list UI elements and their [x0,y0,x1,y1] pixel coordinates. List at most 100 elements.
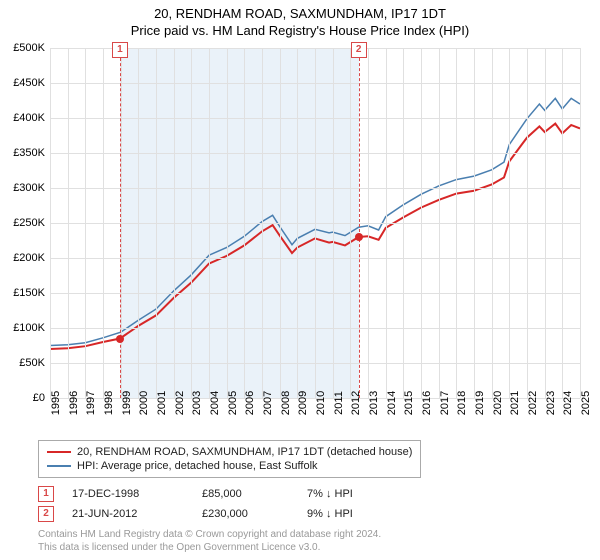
chart-title-line2: Price paid vs. HM Land Registry's House … [0,21,600,38]
x-tick-label: 2007 [262,391,274,415]
grid-v [138,48,139,398]
chart-title-line1: 20, RENDHAM ROAD, SAXMUNDHAM, IP17 1DT [0,0,600,21]
legend-row: HPI: Average price, detached house, East… [47,459,412,473]
y-tick-label: £0 [0,392,45,404]
grid-v [545,48,546,398]
grid-v [244,48,245,398]
grid-v [227,48,228,398]
grid-v [509,48,510,398]
sale-price: £230,000 [202,508,307,520]
grid-v [368,48,369,398]
grid-v [333,48,334,398]
x-tick-label: 2010 [315,391,327,415]
grid-v [580,48,581,398]
marker-dash-line [359,48,360,398]
x-tick-label: 2019 [474,391,486,415]
y-tick-label: £200K [0,252,45,264]
chart-plot-area: £0£50K£100K£150K£200K£250K£300K£350K£400… [50,48,580,399]
y-tick-label: £100K [0,322,45,334]
grid-v [174,48,175,398]
x-tick-label: 2025 [580,391,592,415]
x-tick-label: 2002 [174,391,186,415]
x-tick-label: 2020 [492,391,504,415]
grid-v [85,48,86,398]
sale-vs-hpi: 9% ↓ HPI [307,508,387,520]
grid-v [421,48,422,398]
y-tick-label: £300K [0,182,45,194]
x-tick-label: 2011 [333,391,345,415]
sale-vs-hpi: 7% ↓ HPI [307,488,387,500]
row-marker-icon: 1 [38,486,54,502]
footer-line1: Contains HM Land Registry data © Crown c… [38,528,381,541]
grid-v [297,48,298,398]
grid-v [474,48,475,398]
x-tick-label: 2004 [209,391,221,415]
legend-row: 20, RENDHAM ROAD, SAXMUNDHAM, IP17 1DT (… [47,445,412,459]
legend: 20, RENDHAM ROAD, SAXMUNDHAM, IP17 1DT (… [38,440,421,478]
sale-price: £85,000 [202,488,307,500]
x-tick-label: 2021 [509,391,521,415]
grid-v [350,48,351,398]
grid-v [562,48,563,398]
grid-v [191,48,192,398]
sale-dot-icon [355,233,363,241]
grid-v [456,48,457,398]
row-marker-icon: 2 [38,506,54,522]
x-tick-label: 1999 [121,391,133,415]
grid-v [527,48,528,398]
grid-v [403,48,404,398]
x-tick-label: 1995 [50,391,62,415]
grid-v [262,48,263,398]
x-tick-label: 2008 [280,391,292,415]
y-tick-label: £150K [0,287,45,299]
marker-dash-line [120,48,121,398]
x-tick-label: 2018 [456,391,468,415]
legend-label: 20, RENDHAM ROAD, SAXMUNDHAM, IP17 1DT (… [77,446,412,458]
legend-label: HPI: Average price, detached house, East… [77,460,318,472]
grid-v [209,48,210,398]
legend-swatch-blue [47,465,71,467]
footer-attribution: Contains HM Land Registry data © Crown c… [38,528,381,554]
x-tick-label: 2001 [156,391,168,415]
sale-dot-icon [116,335,124,343]
x-tick-label: 1997 [85,391,97,415]
x-tick-label: 2006 [244,391,256,415]
grid-v [156,48,157,398]
x-tick-label: 2017 [439,391,451,415]
grid-v [68,48,69,398]
x-tick-label: 2014 [386,391,398,415]
footer-line2: This data is licensed under the Open Gov… [38,541,381,554]
y-tick-label: £350K [0,147,45,159]
y-tick-label: £400K [0,112,45,124]
x-tick-label: 2013 [368,391,380,415]
x-tick-label: 2000 [138,391,150,415]
table-row: 1 17-DEC-1998 £85,000 7% ↓ HPI [38,484,387,504]
grid-v [103,48,104,398]
x-tick-label: 2015 [403,391,415,415]
x-tick-label: 1998 [103,391,115,415]
sale-date: 21-JUN-2012 [72,508,202,520]
grid-v [50,48,51,398]
y-tick-label: £250K [0,217,45,229]
table-row: 2 21-JUN-2012 £230,000 9% ↓ HPI [38,504,387,524]
grid-v [315,48,316,398]
marker-box-icon: 1 [112,42,128,58]
x-tick-label: 2024 [562,391,574,415]
grid-v [386,48,387,398]
x-tick-label: 2003 [191,391,203,415]
x-tick-label: 2009 [297,391,309,415]
y-tick-label: £450K [0,77,45,89]
grid-v [439,48,440,398]
marker-box-icon: 2 [351,42,367,58]
grid-v [280,48,281,398]
x-tick-label: 1996 [68,391,80,415]
x-tick-label: 2022 [527,391,539,415]
legend-swatch-red [47,451,71,453]
grid-v [492,48,493,398]
x-tick-label: 2016 [421,391,433,415]
x-tick-label: 2012 [350,391,362,415]
x-tick-label: 2005 [227,391,239,415]
y-tick-label: £500K [0,42,45,54]
sale-date: 17-DEC-1998 [72,488,202,500]
sale-table: 1 17-DEC-1998 £85,000 7% ↓ HPI 2 21-JUN-… [38,484,387,524]
